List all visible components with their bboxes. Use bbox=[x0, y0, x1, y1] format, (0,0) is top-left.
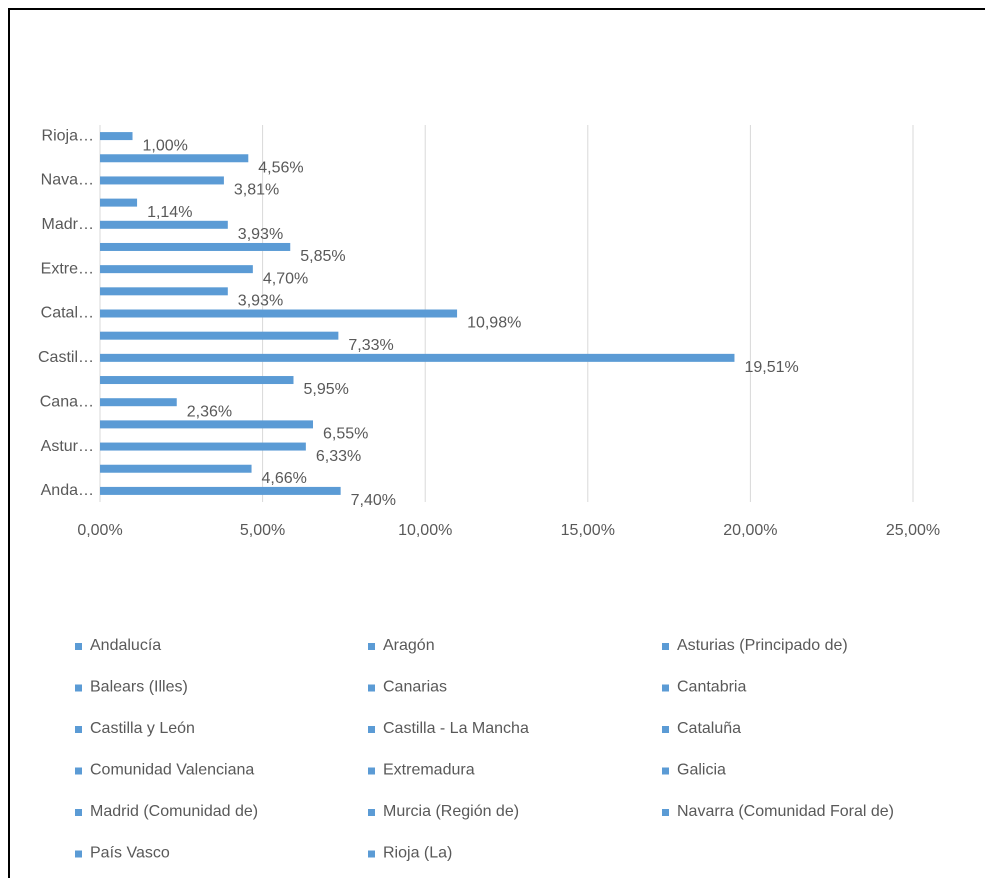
legend-label: Murcia (Región de) bbox=[383, 803, 519, 820]
bar bbox=[100, 420, 314, 429]
legend-swatch bbox=[75, 767, 82, 775]
y-tick-label: Cana… bbox=[40, 393, 94, 410]
legend-swatch bbox=[662, 726, 669, 733]
bar bbox=[100, 265, 253, 274]
legend-swatch bbox=[662, 684, 669, 692]
x-tick-label: 0,00% bbox=[77, 522, 122, 539]
value-label: 4,56% bbox=[258, 159, 303, 176]
value-label: 3,81% bbox=[234, 182, 279, 199]
bar bbox=[100, 220, 228, 229]
value-label: 1,00% bbox=[143, 137, 188, 154]
x-tick-label: 10,00% bbox=[398, 522, 452, 539]
legend-swatch bbox=[368, 726, 375, 733]
legend-label: País Vasco bbox=[90, 845, 170, 862]
x-tick-label: 20,00% bbox=[723, 522, 777, 539]
bar bbox=[100, 376, 294, 385]
value-label: 6,33% bbox=[316, 448, 361, 465]
y-tick-label: Castil… bbox=[38, 349, 94, 366]
legend-label: Asturias (Principado de) bbox=[677, 637, 848, 654]
bar bbox=[100, 353, 735, 362]
value-label: 4,70% bbox=[263, 270, 308, 287]
bar bbox=[100, 132, 133, 141]
legend-label: Balears (Illes) bbox=[90, 679, 188, 696]
value-label: 5,95% bbox=[303, 381, 348, 398]
legend-swatch bbox=[75, 850, 82, 858]
bar bbox=[100, 331, 339, 340]
bar bbox=[100, 442, 306, 451]
legend-label: Cataluña bbox=[677, 720, 741, 737]
legend-swatch bbox=[662, 643, 669, 650]
legend-label: Canarias bbox=[383, 679, 447, 696]
legend-swatch bbox=[368, 767, 375, 775]
legend-label: Navarra (Comunidad Foral de) bbox=[677, 803, 894, 820]
y-tick-label: Astur… bbox=[41, 438, 94, 455]
y-tick-label: Madr… bbox=[42, 216, 94, 233]
legend-label: Rioja (La) bbox=[383, 845, 452, 862]
legend-label: Galicia bbox=[677, 762, 726, 779]
value-label: 4,66% bbox=[262, 470, 307, 487]
legend-swatch bbox=[368, 643, 375, 650]
legend-label: Cantabria bbox=[677, 679, 746, 696]
bar bbox=[100, 198, 138, 207]
value-label: 2,36% bbox=[187, 403, 232, 420]
value-label: 6,55% bbox=[323, 426, 368, 443]
value-label: 3,93% bbox=[238, 226, 283, 243]
value-label: 19,51% bbox=[744, 359, 798, 376]
bar bbox=[100, 242, 291, 251]
legend-swatch bbox=[662, 767, 669, 775]
value-label: 5,85% bbox=[300, 248, 345, 265]
bar bbox=[100, 486, 341, 495]
legend-swatch bbox=[662, 809, 669, 816]
y-tick-label: Rioja… bbox=[42, 127, 94, 144]
legend-swatch bbox=[368, 809, 375, 816]
legend-label: Castilla - La Mancha bbox=[383, 720, 529, 737]
legend-swatch bbox=[368, 850, 375, 858]
y-tick-label: Catal… bbox=[41, 305, 94, 322]
value-label: 7,33% bbox=[348, 337, 393, 354]
legend-swatch bbox=[75, 684, 82, 692]
value-label: 3,93% bbox=[238, 293, 283, 310]
x-tick-label: 25,00% bbox=[886, 522, 940, 539]
y-tick-label: Nava… bbox=[41, 172, 94, 189]
legend-swatch bbox=[75, 726, 82, 733]
bar bbox=[100, 398, 177, 407]
bar bbox=[100, 154, 249, 163]
legend-swatch bbox=[368, 684, 375, 692]
legend-label: Extremadura bbox=[383, 762, 475, 779]
legend-label: Andalucía bbox=[90, 637, 161, 654]
legend-swatch bbox=[75, 809, 82, 816]
x-tick-label: 5,00% bbox=[240, 522, 285, 539]
legend-label: Aragón bbox=[383, 637, 435, 654]
legend-label: Madrid (Comunidad de) bbox=[90, 803, 258, 820]
legend-label: Comunidad Valenciana bbox=[90, 762, 254, 779]
bar bbox=[100, 176, 224, 185]
value-label: 10,98% bbox=[467, 315, 521, 332]
y-tick-label: Anda… bbox=[41, 482, 94, 499]
y-tick-label: Extre… bbox=[41, 260, 94, 277]
bar bbox=[100, 464, 252, 473]
legend-label: Castilla y León bbox=[90, 720, 195, 737]
legend-swatch bbox=[75, 643, 82, 650]
value-label: 1,14% bbox=[147, 204, 192, 221]
x-tick-label: 15,00% bbox=[561, 522, 615, 539]
bar bbox=[100, 287, 228, 296]
value-label: 7,40% bbox=[351, 492, 396, 509]
bar bbox=[100, 309, 458, 318]
